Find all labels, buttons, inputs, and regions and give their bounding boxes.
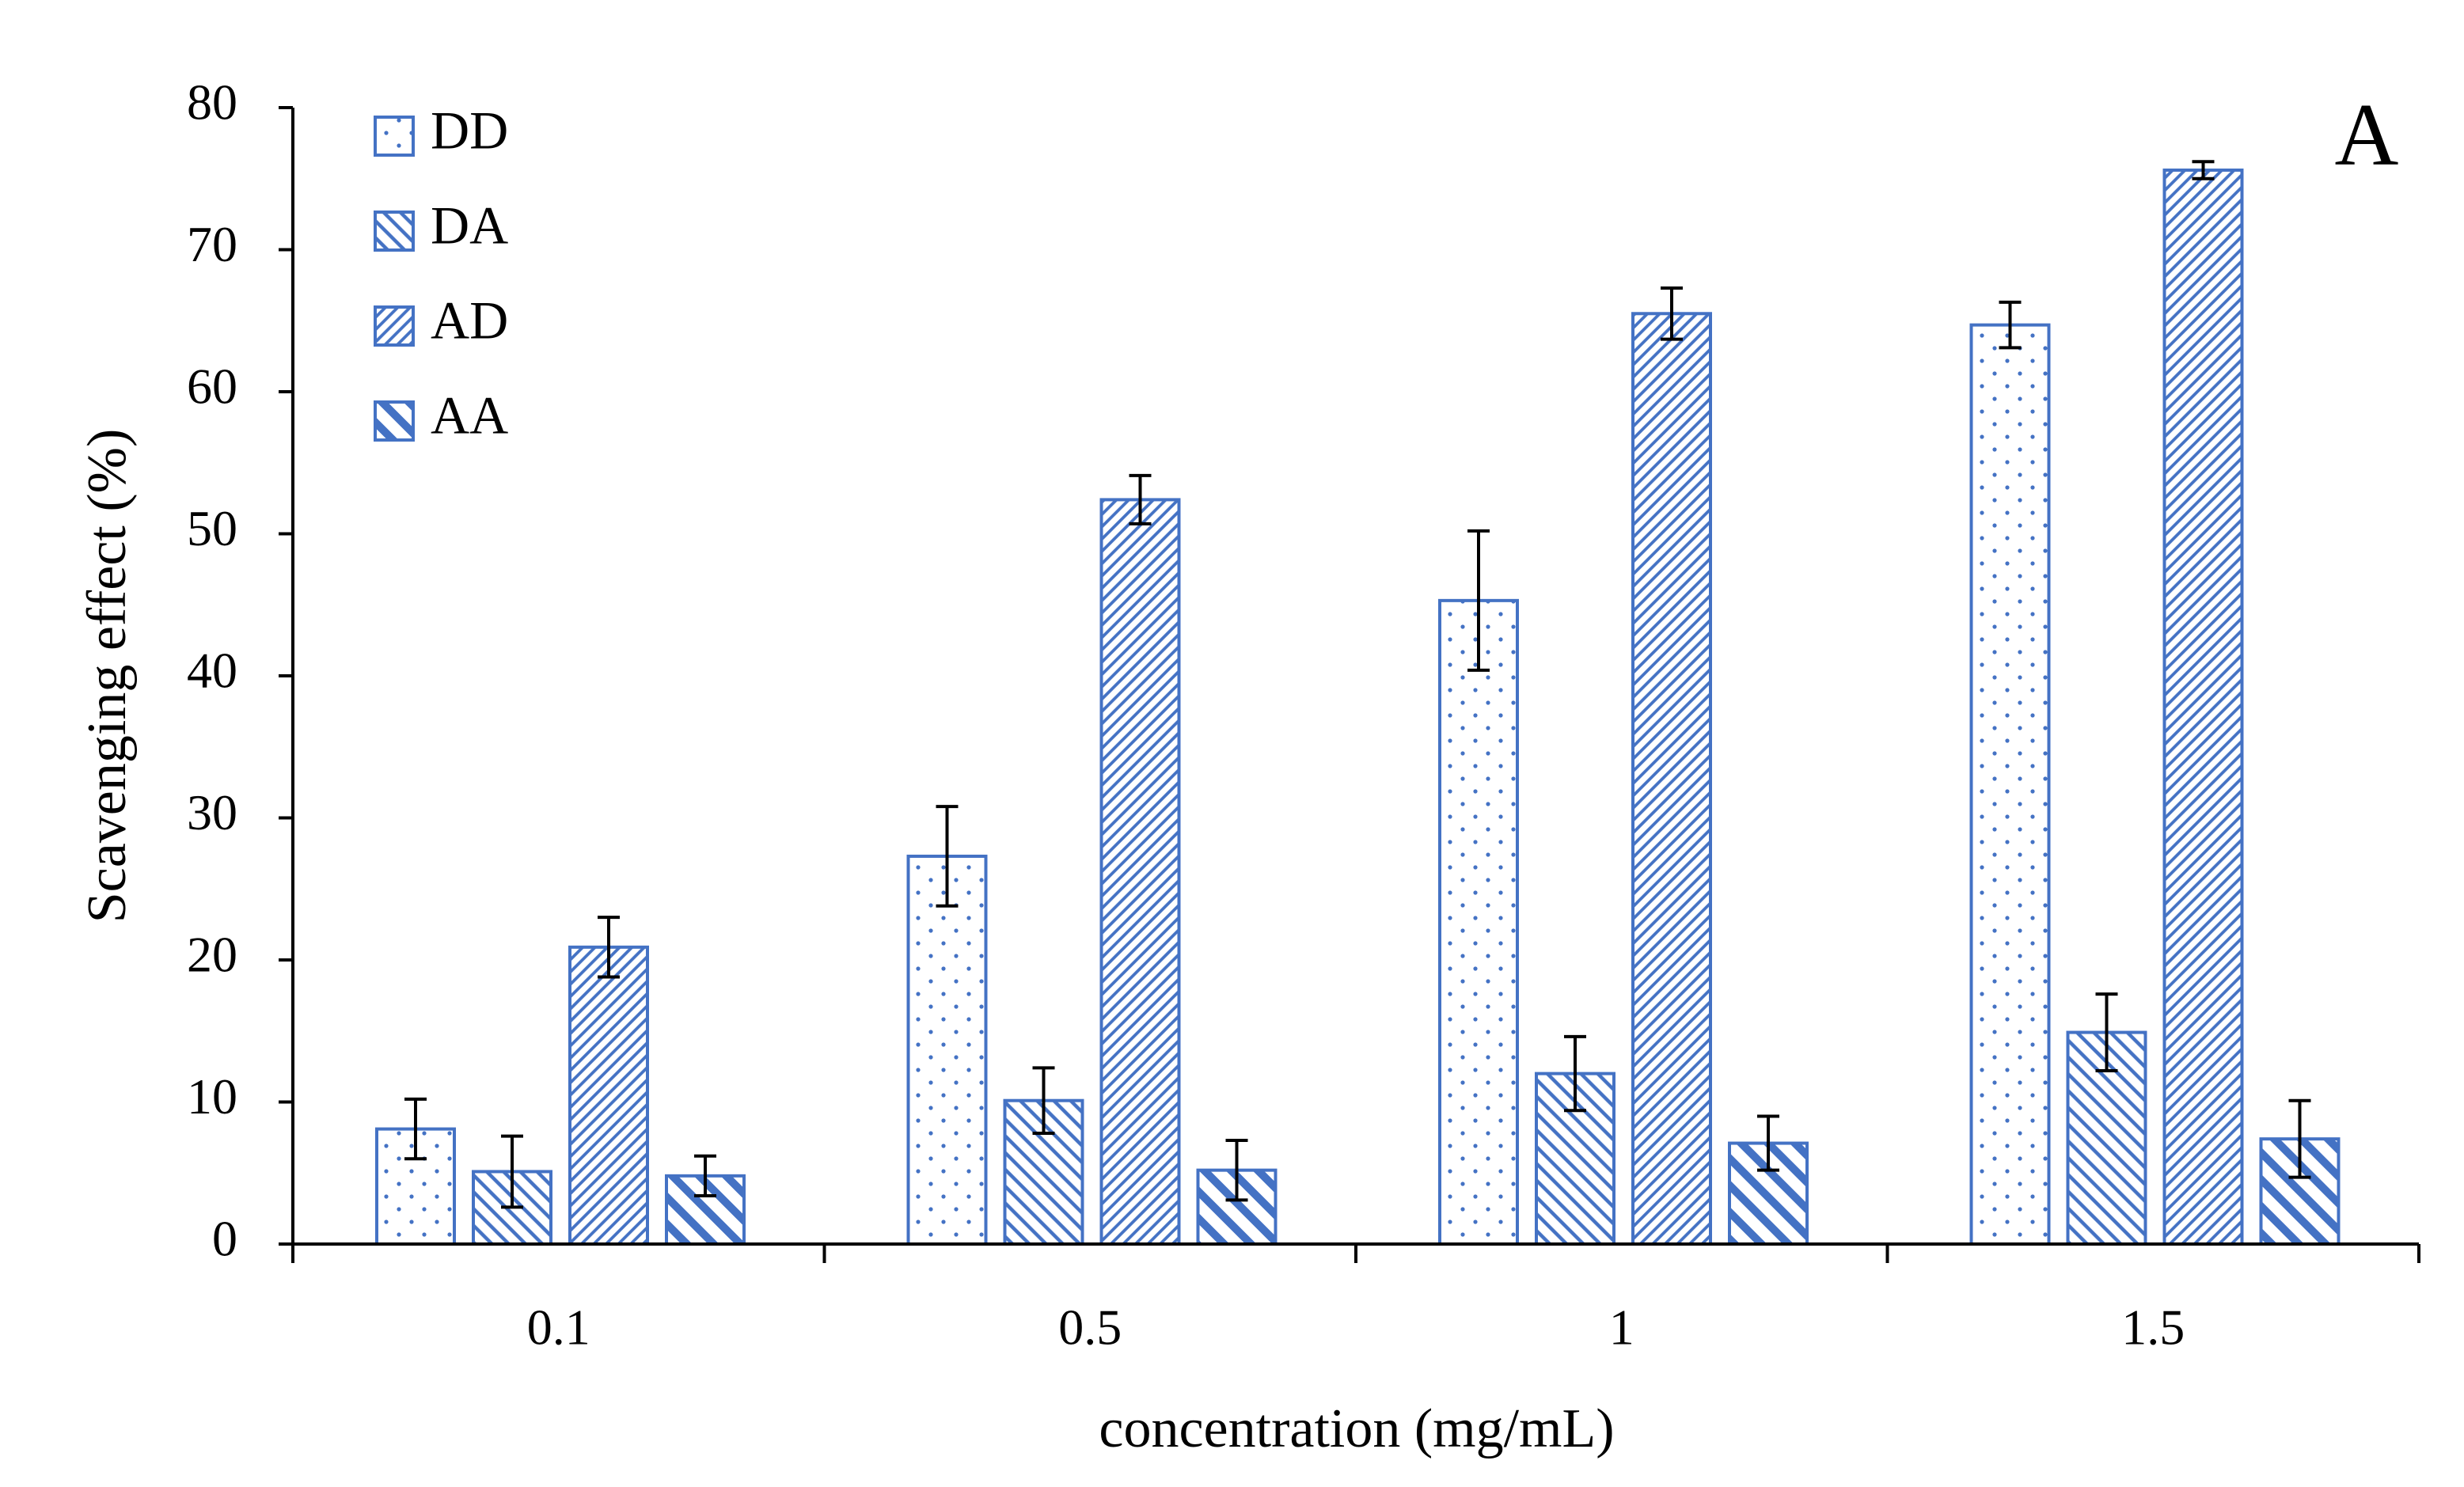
- error-bar-AD-1: [1661, 286, 1683, 341]
- y-axis-title: Scavenging effect (%): [77, 429, 138, 924]
- bar-AD-1: [1631, 312, 1712, 1246]
- bar-DD-1: [1438, 598, 1519, 1246]
- legend-label: DA: [431, 195, 508, 256]
- legend-item-DD: DD: [374, 101, 508, 161]
- bar-DA-1: [1535, 1072, 1615, 1246]
- legend-swatch: [374, 400, 415, 442]
- error-bar-AA-0.1: [694, 1154, 716, 1197]
- legend-item-AA: AA: [374, 385, 508, 446]
- bar-DD-0.5: [906, 854, 988, 1246]
- y-tick-label: 50: [187, 500, 237, 556]
- y-tick-label: 70: [187, 216, 237, 272]
- x-tick-label: 1: [1609, 1299, 1634, 1356]
- error-bar-AA-0.5: [1225, 1138, 1248, 1202]
- x-tick-label: 0.1: [527, 1299, 590, 1356]
- error-bars: [404, 160, 2311, 1209]
- legend-label: AA: [431, 385, 508, 446]
- error-bar-DA-1: [1564, 1034, 1586, 1113]
- y-tick-label: 20: [187, 927, 237, 983]
- error-bar-AD-0.5: [1129, 473, 1152, 525]
- error-bar-AD-1.5: [2192, 160, 2215, 180]
- x-tick-label: 1.5: [2121, 1299, 2185, 1356]
- legend-swatch: [374, 116, 415, 157]
- y-tick-label: 0: [212, 1211, 237, 1267]
- error-bar-DD-1: [1467, 529, 1490, 672]
- x-tick-label: 0.5: [1058, 1299, 1122, 1356]
- error-bar-DA-0.5: [1032, 1066, 1055, 1135]
- bar-AD-0.1: [568, 945, 649, 1246]
- bars: [375, 168, 2341, 1246]
- panel-label: A: [2335, 86, 2399, 184]
- bar-DD-1.5: [1969, 323, 2051, 1246]
- bar-AD-1.5: [2162, 168, 2244, 1246]
- legend: DD DA AD AA: [374, 101, 508, 446]
- x-ticks: 0.1 0.5 1 1.5: [291, 1244, 2420, 1356]
- legend-item-AD: AD: [374, 290, 508, 351]
- y-tick-label: 30: [187, 784, 237, 840]
- legend-swatch: [374, 305, 415, 347]
- legend-item-DA: DA: [374, 195, 508, 256]
- error-bar-AD-0.1: [598, 916, 620, 979]
- y-tick-label: 80: [187, 74, 237, 131]
- legend-swatch: [374, 211, 415, 252]
- error-bar-AA-1.5: [2288, 1098, 2311, 1179]
- y-tick-label: 40: [187, 643, 237, 699]
- y-tick-label: 60: [187, 358, 237, 415]
- bar-AD-0.5: [1099, 498, 1181, 1246]
- error-bar-DA-0.1: [501, 1134, 523, 1209]
- error-bar-DD-0.1: [404, 1097, 427, 1161]
- error-bar-DD-1.5: [1999, 300, 2022, 350]
- x-axis-title: concentration (mg/mL): [1099, 1398, 1614, 1459]
- legend-label: DD: [431, 101, 508, 161]
- error-bar-DD-0.5: [936, 805, 959, 908]
- legend-label: AD: [431, 290, 508, 351]
- error-bar-DA-1.5: [2095, 992, 2118, 1073]
- y-tick-label: 10: [187, 1068, 237, 1125]
- y-ticks: 0 10 20 30 40 50 60 70 80: [187, 74, 293, 1267]
- error-bar-AA-1: [1757, 1114, 1779, 1172]
